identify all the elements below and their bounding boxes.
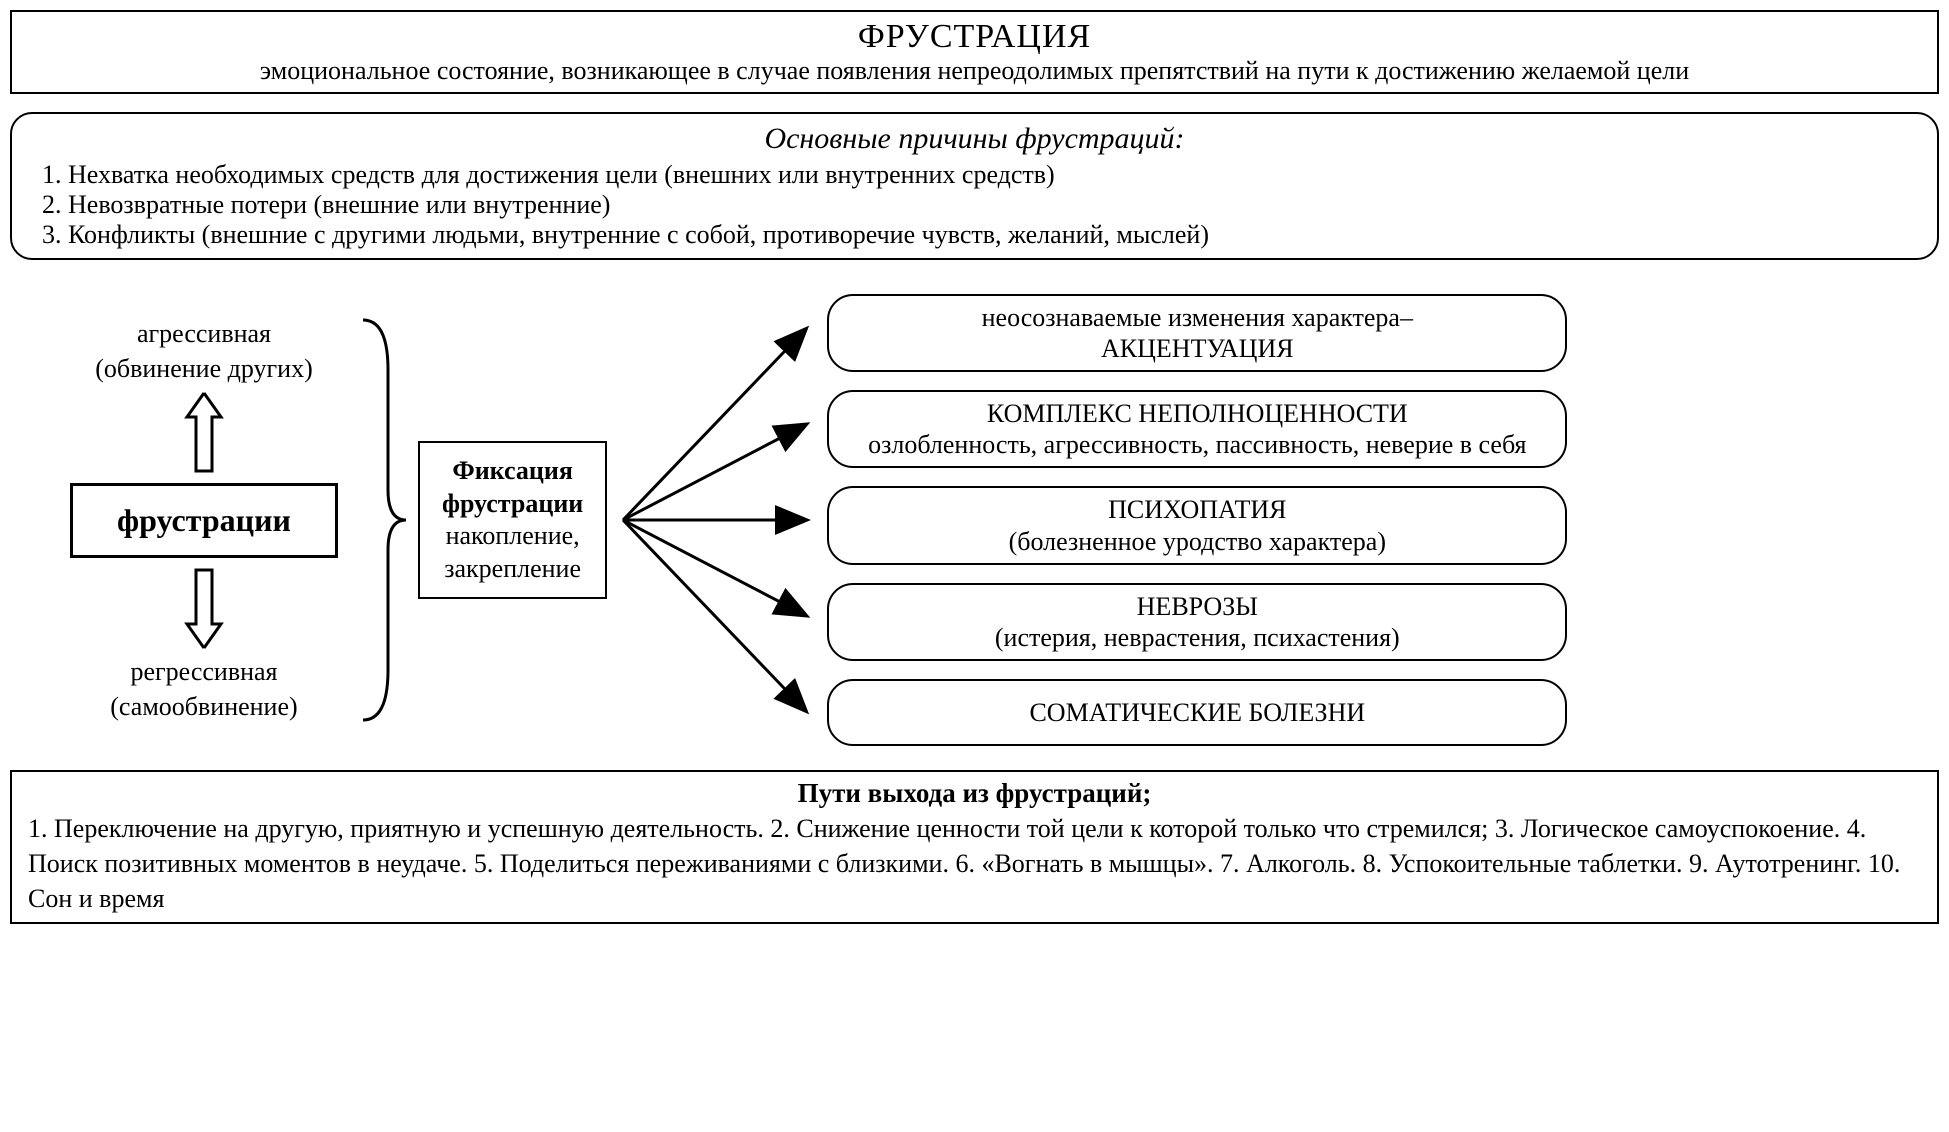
cause-item: Конфликты (внешние с другими людьми, вну… xyxy=(68,220,1917,250)
outcome-box: ПСИХОПАТИЯ (болезненное уродство характе… xyxy=(827,486,1567,564)
header-subtitle: эмоциональное состояние, возникающее в с… xyxy=(28,56,1921,86)
outcome-box: КОМПЛЕКС НЕПОЛНОЦЕННОСТИ озлобленность, … xyxy=(827,390,1567,468)
ways-heading: Пути выхода из фрустраций; xyxy=(28,778,1921,809)
outcome-cap: ПСИХОПАТИЯ xyxy=(1108,495,1286,524)
fixation-line4: закрепление xyxy=(442,553,583,586)
outcome-box: НЕВРОЗЫ (истерия, неврастения, психастен… xyxy=(827,583,1567,661)
diagram: агрессивная (обвинение других) фрустраци… xyxy=(70,290,1939,750)
cause-item: Нехватка необходимых средств для достиже… xyxy=(68,160,1917,190)
fan-arrows-icon xyxy=(617,290,817,750)
bottom-label-1: регрессивная xyxy=(130,656,277,687)
outcome-post: (болезненное уродство характера) xyxy=(1009,527,1386,556)
top-label-2: (обвинение других) xyxy=(95,353,313,384)
cause-item: Невозвратные потери (внешние или внутрен… xyxy=(68,190,1917,220)
outcome-cap: СОМАТИЧЕСКИЕ БОЛЕЗНИ xyxy=(1029,698,1365,727)
fixation-line2: фрустрации xyxy=(442,488,583,521)
outcome-pre: неосознаваемые изменения характера– xyxy=(982,303,1413,332)
brace-col xyxy=(348,310,408,730)
frustration-types-col: агрессивная (обвинение других) фрустраци… xyxy=(70,316,338,724)
outcome-post: озлобленность, агрессивность, пассивност… xyxy=(868,430,1526,459)
fixation-box: Фиксация фрустрации накопление, закрепле… xyxy=(418,441,607,599)
outcome-cap: КОМПЛЕКС НЕПОЛНОЦЕННОСТИ xyxy=(987,399,1408,428)
up-arrow-icon xyxy=(179,387,229,477)
fixation-line3: накопление, xyxy=(442,520,583,553)
outcome-box: неосознаваемые изменения характера– АКЦЕ… xyxy=(827,294,1567,372)
top-label-1: агрессивная xyxy=(137,318,271,349)
outcome-post: (истерия, неврастения, психастения) xyxy=(995,623,1400,652)
center-word: фрустрации xyxy=(70,483,338,558)
outcome-box: СОМАТИЧЕСКИЕ БОЛЕЗНИ xyxy=(827,679,1567,746)
causes-heading: Основные причины фрустраций: xyxy=(32,122,1917,156)
causes-box: Основные причины фрустраций: Нехватка не… xyxy=(10,112,1939,260)
ways-body: 1. Переключение на другую, приятную и ус… xyxy=(28,811,1921,916)
curly-brace-icon xyxy=(348,310,408,730)
bottom-label-2: (самообвинение) xyxy=(110,691,297,722)
down-arrow-icon xyxy=(179,564,229,654)
outcomes-col: неосознаваемые изменения характера– АКЦЕ… xyxy=(827,294,1567,747)
outcome-cap: АКЦЕНТУАЦИЯ xyxy=(1101,334,1294,363)
arrows-col xyxy=(617,290,817,750)
fixation-line1: Фиксация xyxy=(442,455,583,488)
header-box: ФРУСТРАЦИЯ эмоциональное состояние, возн… xyxy=(10,10,1939,94)
header-title: ФРУСТРАЦИЯ xyxy=(28,18,1921,56)
causes-list: Нехватка необходимых средств для достиже… xyxy=(32,160,1917,250)
ways-box: Пути выхода из фрустраций; 1. Переключен… xyxy=(10,770,1939,924)
outcome-cap: НЕВРОЗЫ xyxy=(1137,592,1258,621)
